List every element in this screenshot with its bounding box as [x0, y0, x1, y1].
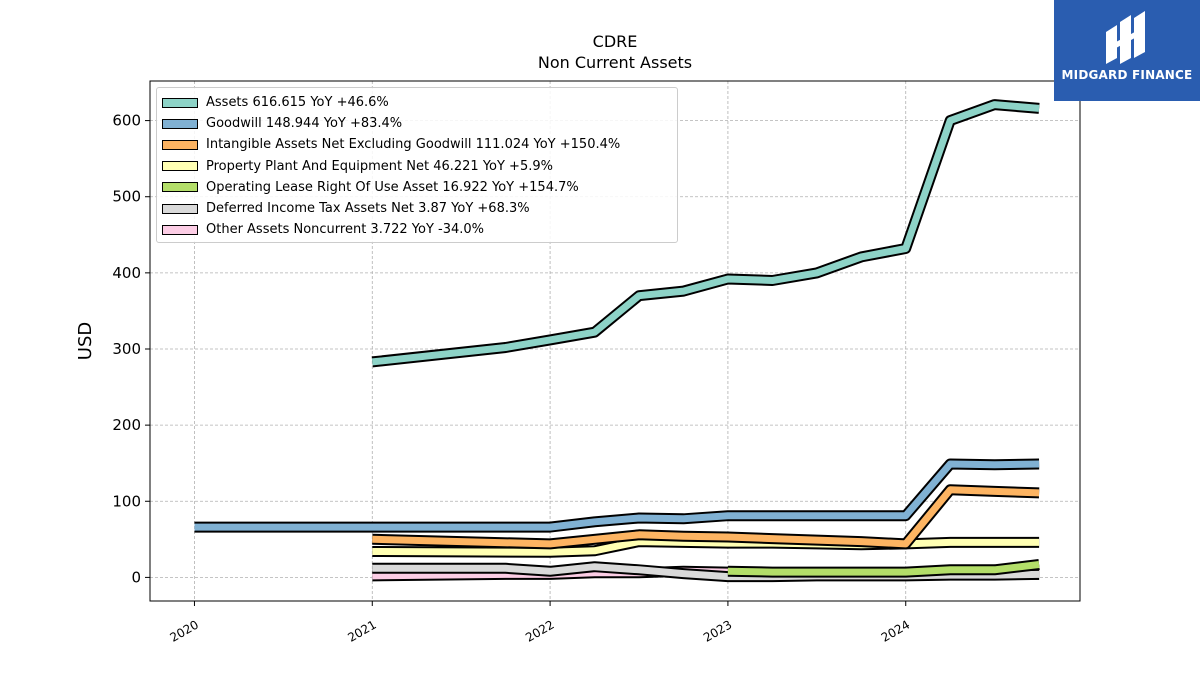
series-goodwill: [194, 458, 1040, 533]
legend-swatch: [162, 118, 198, 129]
logo-text: MIDGARD FINANCE: [1061, 68, 1193, 82]
x-tick-label: 2024: [879, 617, 912, 644]
x-tick-label: 2023: [701, 617, 734, 644]
series-line: [371, 101, 1040, 366]
legend-label: Other Assets Noncurrent 3.722 YoY -34.0%: [206, 222, 485, 238]
legend-label: Operating Lease Right Of Use Asset 16.92…: [206, 179, 579, 195]
legend-item: Operating Lease Right Of Use Asset 16.92…: [157, 177, 677, 198]
series-line: [194, 460, 1040, 531]
legend-item: Property Plant And Equipment Net 46.221 …: [157, 156, 677, 177]
legend-swatch: [162, 139, 198, 150]
y-tick-label: 0: [131, 568, 141, 586]
legend-label: Assets 616.615 YoY +46.6%: [206, 95, 389, 111]
legend-label: Intangible Assets Net Excluding Goodwill…: [206, 137, 621, 153]
series-intangible-assets-net-excluding-goodwill: [372, 484, 1040, 550]
legend-label: Goodwill 148.944 YoY +83.4%: [206, 116, 403, 132]
plot-frame: [149, 80, 1081, 602]
series-line: [727, 561, 1040, 576]
x-tick-label: 2020: [168, 617, 201, 644]
legend-label: Deferred Income Tax Assets Net 3.87 YoY …: [206, 201, 530, 217]
legend-swatch: [162, 161, 198, 172]
y-tick-label: 100: [112, 492, 141, 510]
legend-item: Deferred Income Tax Assets Net 3.87 YoY …: [157, 198, 677, 219]
legend-swatch: [162, 97, 198, 108]
legend-swatch: [162, 182, 198, 193]
midgard-finance-logo: MIDGARD FINANCE: [1054, 0, 1200, 101]
y-tick-label: 400: [112, 264, 141, 282]
x-tick-label: 2021: [345, 617, 378, 644]
legend-swatch: [162, 224, 198, 235]
y-tick-label: 600: [112, 112, 141, 130]
logo-mark-icon: [1106, 11, 1145, 64]
legend-item: Assets 616.615 YoY +46.6%: [157, 92, 677, 113]
y-tick-label: 500: [112, 188, 141, 206]
series-assets: [371, 99, 1040, 368]
legend-item: Other Assets Noncurrent 3.722 YoY -34.0%: [157, 219, 677, 240]
y-tick-label: 200: [112, 416, 141, 434]
series-operating-lease-right-of-use-asset: [727, 559, 1040, 578]
legend: Assets 616.615 YoY +46.6% Goodwill 148.94…: [156, 87, 678, 244]
series-group: [194, 99, 1040, 583]
series-line: [372, 486, 1040, 548]
chart-subtitle: Non Current Assets: [537, 53, 693, 72]
chart-title: CDRE: [592, 32, 638, 51]
x-tick-label: 2022: [523, 617, 556, 644]
legend-label: Property Plant And Equipment Net 46.221 …: [206, 158, 553, 174]
legend-swatch: [162, 203, 198, 214]
legend-item: Intangible Assets Net Excluding Goodwill…: [157, 134, 677, 155]
y-axis-label: USD: [75, 322, 96, 360]
y-tick-label: 300: [112, 340, 141, 358]
legend-item: Goodwill 148.944 YoY +83.4%: [157, 113, 677, 134]
